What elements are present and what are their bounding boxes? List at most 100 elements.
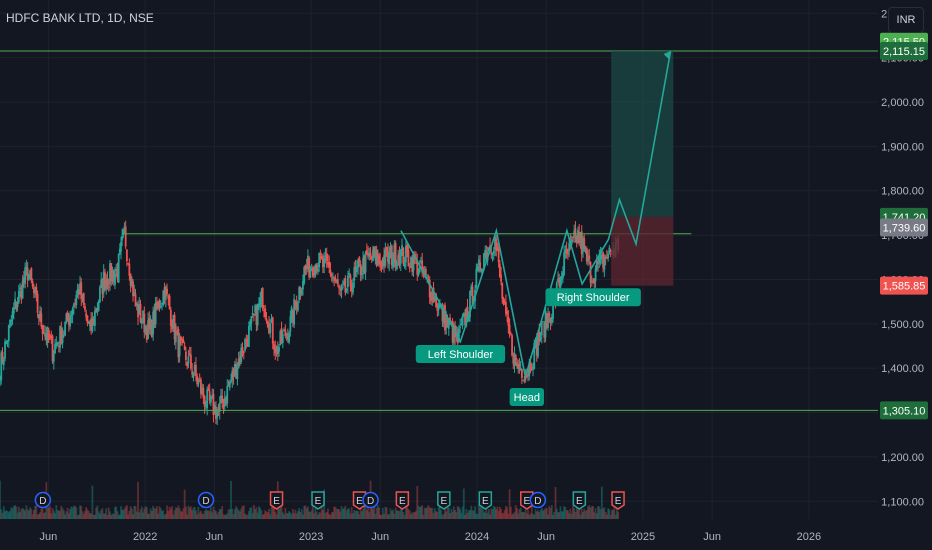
event-marker-label: E [356,496,363,507]
volume-bar [385,507,388,519]
volume-bar [446,507,449,519]
volume-bar [264,510,267,519]
candle-body [432,287,435,303]
volume-bar [427,505,430,519]
x-tick-label: 2025 [631,531,655,543]
candle-body [163,287,166,300]
volume-bar [464,514,466,519]
volume-bar [384,506,387,519]
volume-bar [228,509,231,519]
volume-bar [398,511,401,519]
candle-body [336,279,339,285]
volume-bar [612,509,615,519]
candle-body [265,318,268,322]
candle-body [304,265,307,269]
volume-bar [608,509,611,519]
volume-bar [513,512,516,519]
candle-body [271,317,274,344]
candle-body [101,279,104,294]
volume-bar [35,505,38,519]
candle-body [286,335,289,340]
candle-body [509,333,512,335]
volume-bar [211,512,214,519]
candle-body [154,302,157,324]
volume-bar [595,513,598,519]
candle-body [358,257,361,263]
symbol-title: HDFC BANK LTD, 1D, NSE [6,11,154,25]
volume-bar [172,514,175,519]
volume-bar [59,510,61,519]
volume-bar [498,506,501,519]
volume-bar [416,485,419,519]
candle-body [314,264,317,276]
candle-body [364,252,367,273]
candle-body [138,304,141,315]
volume-bar [501,513,504,519]
volume-bar [71,507,74,519]
candle-body [235,363,238,379]
volume-bar [481,508,484,519]
candle-body [518,363,521,370]
volume-bar [107,507,110,519]
candle-body [516,362,518,367]
candle-body [313,274,316,276]
volume-bar [441,514,444,519]
volume-bar [528,514,531,519]
volume-bar [202,513,205,519]
candle-body [500,274,502,282]
candle-body [584,249,587,252]
volume-bar [589,507,592,519]
volume-bar [230,480,232,519]
candle-body [157,302,160,308]
volume-bar [605,514,608,519]
volume-bar [594,508,597,519]
candle-body [523,380,526,382]
candle-body [178,338,181,357]
volume-bar [49,505,51,519]
candle-body [87,321,90,324]
volume-bar [246,514,249,519]
volume-bar [333,506,336,519]
candle-body [135,303,138,306]
volume-bar [17,506,20,519]
candle-body [436,304,439,311]
candle-body [177,329,180,358]
candle-body [380,263,383,269]
volume-bar [600,486,603,519]
volume-bar [527,509,529,519]
currency-button[interactable]: INR [888,7,924,33]
candle-body [137,303,139,318]
candle-body [587,256,589,262]
candle-body [80,282,83,300]
volume-bar [359,506,362,519]
x-tick-label: 2022 [133,531,157,543]
candle-body [125,249,128,262]
volume-bar [245,514,248,519]
volume-bar [286,513,289,519]
candle-body [246,339,249,347]
x-tick-label: 2024 [465,531,489,543]
candle-body [533,343,536,369]
candle-body [274,347,277,353]
candle-body [211,396,214,398]
candle-body [41,324,44,335]
candle-body [216,411,219,418]
candle-body [528,362,531,377]
candle-body [261,288,264,309]
candle-body [140,321,143,324]
x-tick-label: 2023 [299,531,323,543]
volume-bar [55,505,58,519]
candle-body [104,272,106,289]
volume-bar [96,505,99,519]
candle-body [497,248,500,263]
volume-bar [307,506,309,519]
candle-body [598,256,601,264]
volume-bar [525,513,528,519]
volume-bar [187,505,190,519]
volume-bar [380,514,383,519]
candle-body [578,231,581,244]
volume-bar [509,506,512,519]
candle-body [207,388,210,391]
